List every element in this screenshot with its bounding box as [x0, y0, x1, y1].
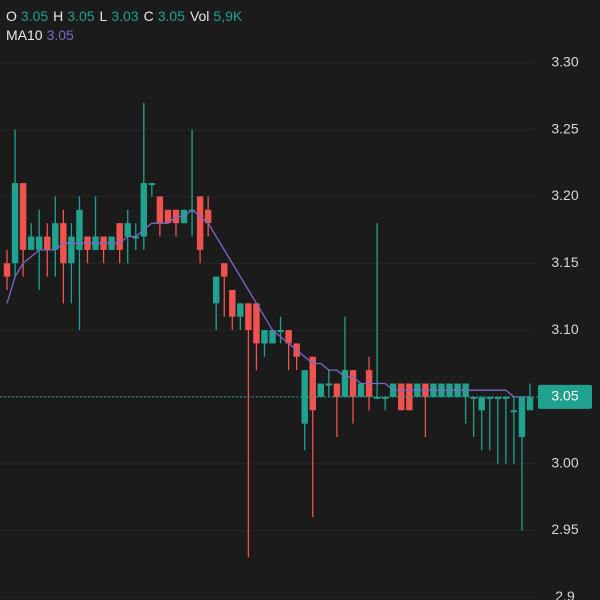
candle-body [470, 396, 477, 399]
last-price-box [538, 384, 592, 409]
candle-body [309, 356, 316, 411]
header-value: 3.05 [21, 8, 48, 24]
candle-body [140, 183, 148, 237]
header-value: 3.05 [67, 8, 94, 24]
candle-body [132, 236, 139, 239]
y-tick-label: 3.00 [551, 454, 578, 470]
candle-body [317, 383, 325, 397]
candle-body [518, 396, 526, 437]
candle-body [373, 396, 381, 399]
candle-body [68, 236, 75, 264]
y-tick-label: 3.20 [551, 187, 578, 203]
last-price-label: 3.05 [551, 388, 578, 404]
candle-body [269, 330, 276, 344]
candle-body [204, 209, 212, 224]
ma-value: 3.05 [47, 27, 74, 43]
candle-body [277, 330, 284, 333]
header-label: C [144, 8, 154, 24]
candle-body [285, 330, 292, 344]
header-label: O [6, 8, 17, 24]
candle-body [510, 410, 518, 413]
candle-body [502, 396, 510, 399]
y-tick-label: 3.15 [551, 254, 578, 270]
ma-header: MA10 3.05 [6, 27, 74, 43]
header-label: L [100, 8, 108, 24]
candle-body [478, 396, 485, 411]
y-tick-label: 2.95 [551, 521, 578, 537]
candle-body [19, 183, 27, 250]
candle-body [27, 236, 35, 250]
candle-body [35, 236, 43, 250]
candle-body [124, 223, 131, 237]
candle-body [52, 223, 59, 250]
header-label: Vol [190, 8, 209, 24]
ma10-line [6, 208, 530, 398]
y-tick-label: 2.9 [555, 588, 575, 600]
candle-body [261, 330, 268, 344]
candle-body [333, 383, 341, 397]
y-tick-label: 3.30 [551, 54, 578, 70]
header-value: 3.03 [111, 8, 138, 24]
candle-body [196, 196, 204, 250]
candle-body [381, 396, 389, 399]
candle-body [253, 303, 260, 344]
candle-body [76, 209, 83, 250]
ohlc-header: O 3.05 H 3.05 L 3.03 C 3.05 Vol 5,9K [6, 8, 243, 24]
ma-label: MA10 [6, 27, 43, 43]
candle-body [148, 183, 156, 186]
candle-body [11, 183, 19, 264]
candle-body [341, 370, 349, 397]
candle-body [494, 396, 502, 399]
candle-body [116, 223, 123, 250]
y-tick-label: 3.25 [551, 120, 578, 136]
candle-body [188, 209, 196, 212]
candle-body [526, 396, 534, 411]
header-value: 5,9K [213, 8, 242, 24]
candle-body [3, 263, 11, 277]
header-value: 3.05 [158, 8, 185, 24]
candle-body [221, 263, 228, 277]
candle-body [212, 276, 220, 304]
candle-body [325, 383, 333, 386]
header-label: H [53, 8, 63, 24]
candle-body [486, 396, 493, 399]
y-tick-label: 3.10 [551, 321, 578, 337]
candle-body [229, 289, 236, 317]
candle-body [349, 370, 357, 397]
candle-body [164, 209, 172, 224]
candle-body [237, 303, 244, 317]
candle-body [156, 196, 164, 224]
candle-body [245, 303, 252, 331]
candle-body [44, 236, 51, 250]
candle-body [357, 383, 365, 397]
